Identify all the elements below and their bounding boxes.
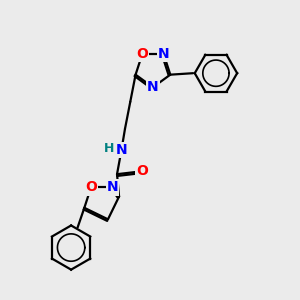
Text: N: N	[147, 80, 159, 94]
Text: N: N	[158, 47, 170, 61]
Text: H: H	[104, 142, 114, 155]
Text: N: N	[106, 180, 118, 194]
Text: O: O	[85, 180, 97, 194]
Text: N: N	[116, 143, 127, 157]
Text: O: O	[136, 164, 148, 178]
Text: O: O	[136, 47, 148, 61]
